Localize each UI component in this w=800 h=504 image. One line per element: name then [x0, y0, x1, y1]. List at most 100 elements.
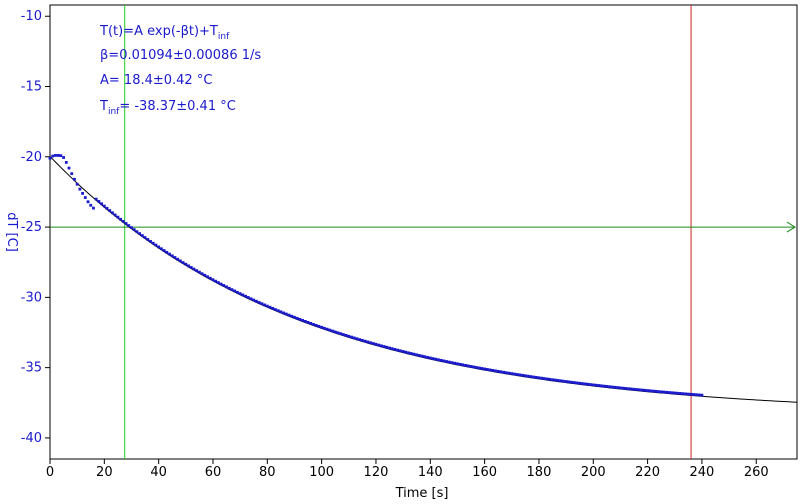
data-point — [317, 324, 321, 328]
data-point — [428, 356, 432, 360]
data-point — [255, 299, 258, 303]
data-point — [306, 321, 310, 324]
data-point — [561, 379, 565, 383]
data-point — [260, 302, 264, 306]
x-tick-label: 20 — [96, 465, 113, 480]
data-point — [124, 222, 128, 225]
data-point — [189, 266, 193, 269]
data-point — [445, 360, 448, 363]
data-point — [176, 257, 180, 261]
data-point — [298, 317, 302, 321]
data-point — [388, 346, 391, 350]
data-point — [676, 391, 679, 395]
data-point — [249, 297, 253, 301]
data-point — [54, 154, 57, 157]
data-point — [320, 325, 324, 329]
data-point — [640, 388, 644, 392]
data-point — [151, 241, 155, 245]
data-point — [667, 391, 671, 394]
data-point — [553, 378, 557, 382]
data-point — [684, 392, 688, 396]
data-point — [578, 381, 582, 385]
data-point — [67, 166, 71, 170]
data-point — [276, 309, 280, 313]
data-point — [75, 182, 79, 186]
data-point — [287, 313, 291, 317]
data-point — [635, 388, 639, 391]
data-point — [545, 377, 549, 381]
data-points — [48, 154, 704, 397]
horizontal-marker-arrow — [786, 221, 796, 233]
fit-curve — [49, 156, 798, 403]
data-point — [157, 245, 161, 249]
data-point — [127, 224, 131, 227]
annotation-formula: T(t)=A exp(-βt)+Tinf — [99, 24, 230, 42]
data-point — [692, 393, 696, 396]
data-point — [627, 387, 630, 391]
data-point — [81, 191, 84, 195]
annotation-amplitude: A= 18.4±0.42 °C — [100, 73, 212, 88]
data-point — [350, 335, 353, 339]
data-point — [581, 382, 584, 385]
data-point — [504, 371, 508, 375]
data-point — [695, 393, 698, 397]
data-point — [339, 332, 343, 336]
data-point — [284, 312, 288, 316]
data-point — [149, 239, 152, 243]
data-point — [697, 393, 701, 397]
data-point — [140, 234, 144, 237]
data-point — [665, 390, 669, 394]
y-tick-label: -15 — [21, 80, 42, 95]
data-point — [681, 392, 685, 396]
data-point — [605, 385, 609, 388]
marker-lines — [50, 5, 796, 459]
data-point — [610, 385, 614, 389]
data-point — [325, 327, 329, 331]
annotation-tinf: Tinf= -38.37±0.41 °C — [99, 99, 236, 117]
data-point — [314, 323, 318, 327]
data-point — [586, 382, 590, 386]
data-point — [407, 351, 410, 355]
data-point — [461, 363, 465, 367]
data-point — [409, 352, 413, 355]
y-axis-title: dT [C] — [4, 212, 19, 252]
data-point — [678, 392, 682, 395]
data-point — [491, 369, 495, 372]
x-tick-label: 80 — [259, 465, 276, 480]
data-point — [437, 358, 440, 362]
data-point — [282, 311, 286, 315]
data-point — [336, 331, 340, 335]
data-point — [643, 388, 647, 392]
data-point — [355, 337, 359, 341]
data-point — [518, 373, 522, 377]
data-point — [456, 362, 459, 366]
data-point — [263, 303, 266, 307]
data-point — [513, 372, 516, 376]
data-point — [502, 370, 506, 374]
x-tick-label: 220 — [635, 465, 660, 480]
data-point — [227, 286, 231, 290]
data-point — [211, 278, 215, 282]
data-point — [143, 236, 147, 239]
data-point — [358, 338, 362, 341]
data-point — [423, 355, 427, 359]
data-point — [570, 380, 573, 384]
data-point — [399, 349, 402, 353]
data-point — [154, 243, 158, 247]
data-point — [488, 368, 492, 372]
x-tick-label: 260 — [744, 465, 769, 480]
data-point — [116, 215, 120, 219]
data-point — [475, 366, 478, 369]
data-point — [187, 264, 190, 268]
data-point — [108, 209, 112, 212]
data-point — [89, 203, 93, 207]
data-point — [600, 384, 603, 388]
data-point — [453, 361, 457, 365]
data-point — [447, 360, 451, 364]
data-point — [393, 348, 397, 351]
data-point — [621, 386, 625, 390]
data-point — [64, 161, 68, 164]
data-point — [62, 156, 65, 159]
fit-line — [49, 156, 798, 403]
